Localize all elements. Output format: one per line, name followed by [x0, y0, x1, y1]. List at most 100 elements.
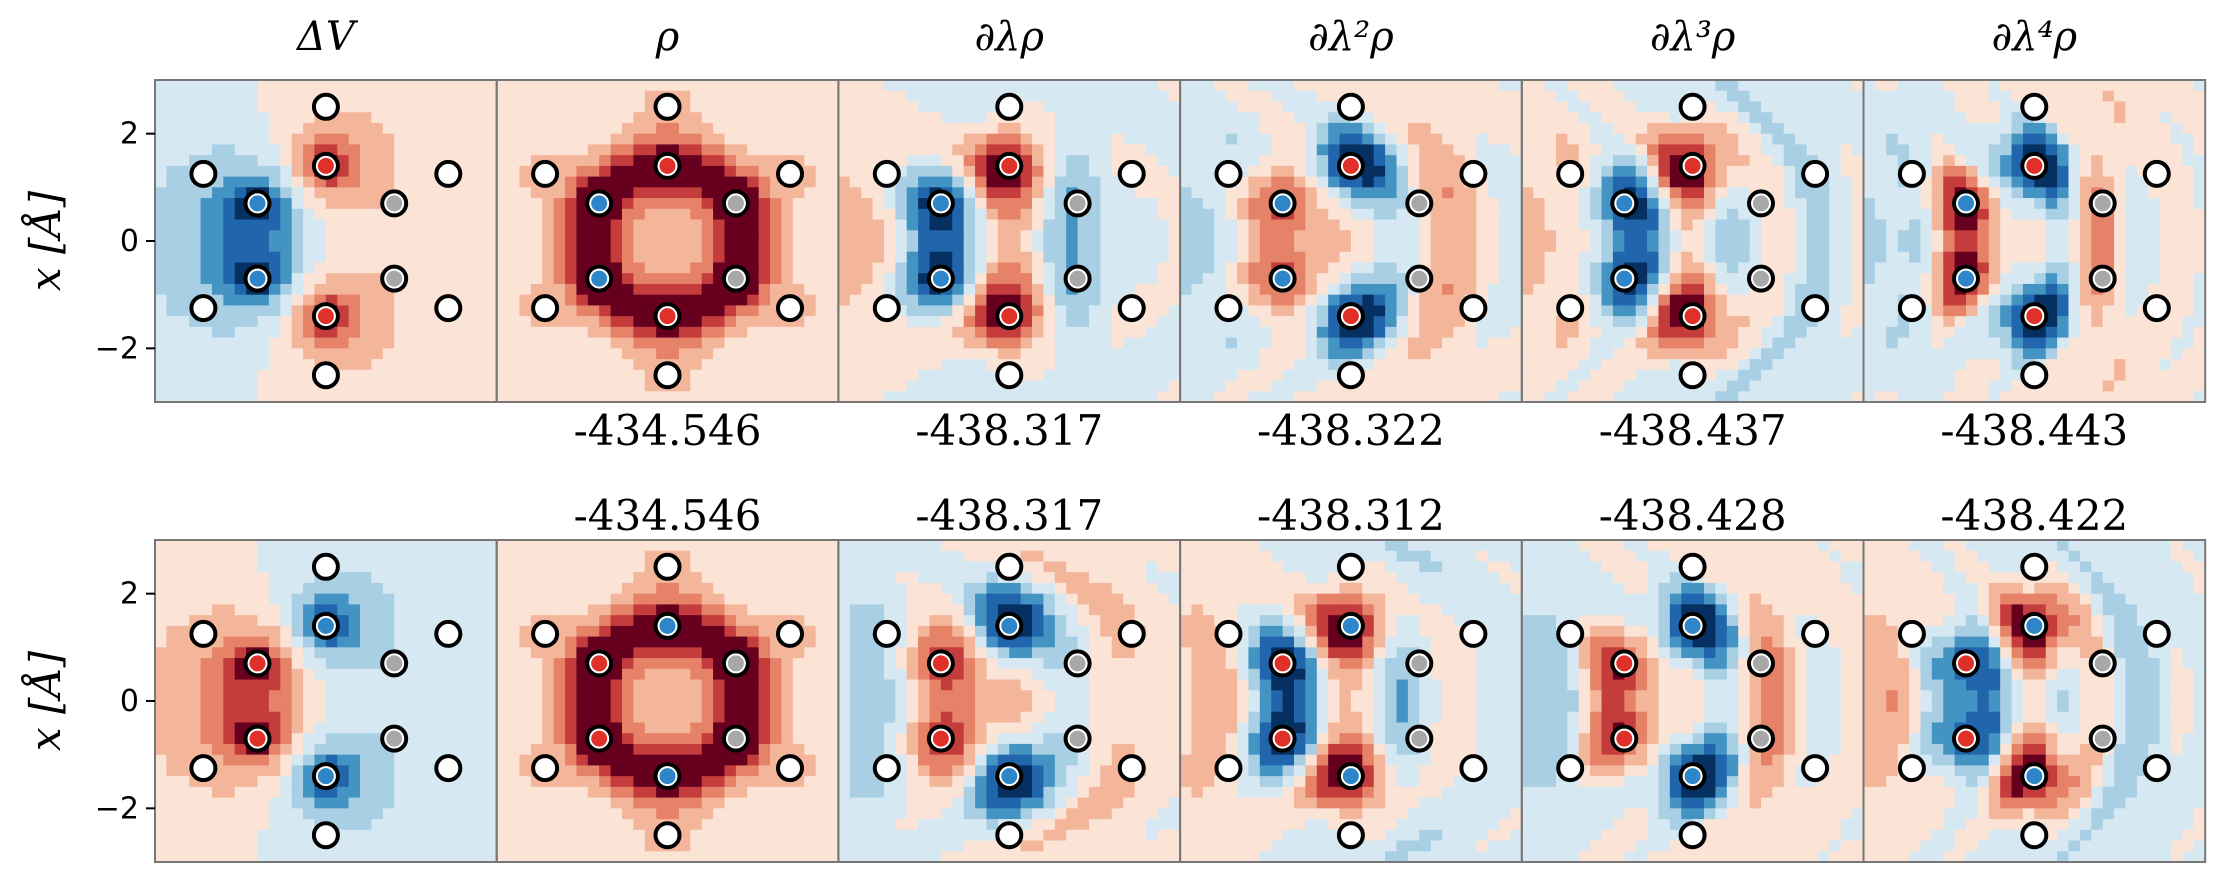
contour-cell [1749, 219, 1762, 231]
contour-cell [804, 133, 817, 145]
contour-cell [1749, 337, 1762, 349]
contour-cell [439, 90, 452, 103]
contour-cell [838, 165, 851, 178]
contour-cell [1294, 208, 1306, 221]
contour-cell [1954, 359, 1967, 371]
contour-cell [747, 176, 760, 188]
contour-cell [1088, 262, 1101, 274]
contour-cell [861, 198, 874, 210]
contour-cell [701, 165, 714, 178]
contour-cell [952, 251, 965, 264]
contour-cell [1886, 305, 1899, 317]
contour-cell [348, 391, 361, 402]
contour-cell [929, 348, 942, 360]
contour-cell [211, 305, 224, 317]
contour-cell [223, 251, 236, 264]
contour-cell [1316, 155, 1329, 167]
contour-cell [1555, 187, 1568, 199]
contour-cell [1134, 337, 1147, 349]
contour-cell [1294, 283, 1306, 296]
contour-cell [291, 133, 304, 145]
contour-cell [815, 80, 828, 92]
contour-cell [416, 230, 429, 242]
contour-cell [1726, 144, 1739, 156]
contour-cell [1305, 80, 1318, 92]
contour-cell [1476, 251, 1489, 264]
contour-cell [473, 305, 486, 317]
contour-cell [1658, 144, 1671, 156]
contour-cell [838, 294, 851, 306]
contour-cell [280, 187, 293, 199]
contour-cell [1544, 316, 1557, 328]
contour-cell [1886, 176, 1899, 188]
contour-cell [1669, 80, 1682, 92]
contour-cell [1077, 122, 1090, 135]
contour-cell [565, 294, 578, 306]
contour-cell [1316, 112, 1329, 124]
contour-cell [1590, 241, 1603, 253]
contour-cell [1225, 348, 1238, 360]
contour-cell [1396, 359, 1409, 371]
contour-cell [382, 90, 395, 103]
contour-cell [997, 198, 1010, 210]
contour-cell [1305, 359, 1318, 371]
contour-cell [1328, 380, 1341, 392]
contour-cell [542, 101, 555, 113]
contour-cell [1635, 251, 1648, 264]
contour-cell [348, 262, 361, 274]
contour-cell [246, 326, 259, 339]
contour-cell [861, 337, 874, 349]
contour-cell [485, 241, 498, 253]
contour-cell [1020, 369, 1033, 382]
contour-cell [1590, 391, 1603, 402]
contour-cell [462, 187, 475, 199]
contour-cell [1544, 112, 1557, 124]
contour-cell [1726, 208, 1739, 221]
contour-cell [1886, 198, 1899, 210]
contour-cell [211, 273, 224, 285]
contour-cell [428, 155, 441, 167]
contour-cell [895, 305, 908, 317]
contour-cell [1544, 369, 1557, 382]
contour-cell [678, 165, 691, 178]
contour-cell [246, 112, 259, 124]
contour-cell [1726, 348, 1739, 360]
contour-cell [656, 391, 669, 402]
contour-cell [952, 391, 965, 402]
contour-cell [1704, 122, 1717, 135]
contour-cell [1521, 187, 1534, 199]
contour-cell [1259, 176, 1272, 188]
contour-cell [1180, 155, 1193, 167]
contour-cell [1123, 198, 1136, 210]
contour-cell [713, 316, 726, 328]
contour-cell [1954, 251, 1967, 264]
contour-cell [257, 155, 270, 167]
contour-cell [975, 316, 988, 328]
contour-cell [1510, 133, 1523, 145]
contour-cell [1795, 80, 1808, 92]
contour-cell [1772, 165, 1785, 178]
contour-cell [1111, 219, 1124, 231]
contour-cell [1749, 316, 1762, 328]
contour-cell [872, 122, 885, 135]
contour-cell [1145, 187, 1158, 199]
contour-cell [770, 305, 783, 317]
contour-cell [975, 122, 988, 135]
contour-cell [200, 219, 213, 231]
contour-cell [633, 326, 646, 339]
contour-cell [2022, 348, 2035, 360]
contour-cell [849, 348, 862, 360]
contour-cell [986, 380, 999, 392]
contour-cell [1909, 208, 1922, 221]
contour-cell [1282, 144, 1295, 156]
contour-cell [1612, 391, 1625, 402]
contour-cell [1931, 380, 1944, 392]
contour-cell [1886, 133, 1899, 145]
contour-cell [781, 391, 794, 402]
contour-cell [883, 283, 896, 296]
contour-cell [1783, 337, 1796, 349]
contour-cell [1954, 294, 1967, 306]
contour-cell [1237, 155, 1250, 167]
contour-cell [360, 208, 373, 221]
contour-cell [1692, 133, 1705, 145]
